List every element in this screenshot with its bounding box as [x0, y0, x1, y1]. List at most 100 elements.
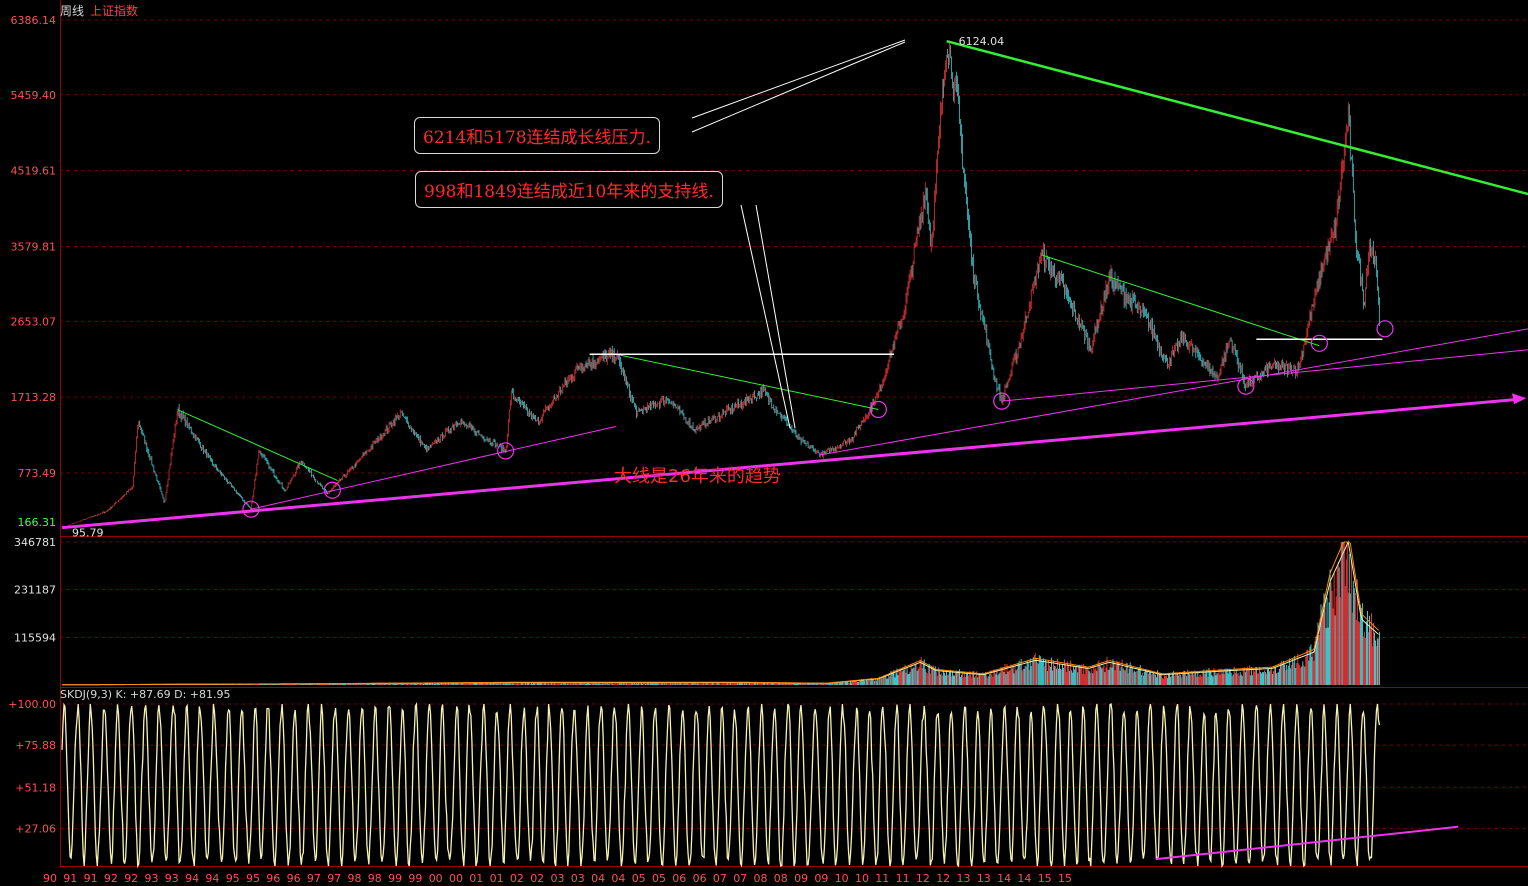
index-name-label: 上证指数	[90, 4, 139, 18]
volume-ma-line	[62, 540, 1379, 686]
x-tick-label: 13	[977, 872, 991, 885]
magenta-trendline	[1001, 349, 1528, 402]
long-term-trendline	[61, 397, 1523, 530]
callout-support-line: 998和1849连结成近10年来的支持线.	[415, 171, 723, 208]
x-tick-label: 14	[997, 872, 1011, 885]
green-trendline	[1040, 254, 1320, 347]
indicator-trendline	[1155, 825, 1459, 861]
magenta-trendline	[250, 425, 616, 510]
indicator-tick-label: +100.00	[8, 698, 56, 711]
x-tick-label: 95	[246, 872, 260, 885]
x-tick-label: 08	[774, 872, 788, 885]
indicator-tick-label: +27.06	[15, 822, 56, 835]
x-tick-label: 07	[713, 872, 727, 885]
callout-pointer	[691, 41, 906, 133]
highlight-circle	[242, 500, 260, 518]
x-tick-label: 93	[165, 872, 179, 885]
x-tick-label: 05	[632, 872, 646, 885]
x-tick-label: 92	[104, 872, 118, 885]
high-value-label: 6124.04	[959, 35, 1005, 48]
volume-tick-label: 346781	[14, 536, 56, 549]
x-tick-label: 06	[672, 872, 686, 885]
long-term-trend-note: 大线是26年来的趋势	[614, 466, 781, 487]
x-tick-label: 02	[510, 872, 524, 885]
x-tick-label: 13	[957, 872, 971, 885]
x-tick-label: 95	[226, 872, 240, 885]
indicator-label: SKDJ(9,3) K: +87.69 D: +81.95	[60, 688, 231, 701]
volume-tick-label: 115594	[14, 631, 56, 644]
x-tick-label: 07	[733, 872, 747, 885]
price-tick-label: 4519.61	[11, 165, 57, 178]
price-tick-label: 5459.40	[11, 89, 57, 102]
price-tick-label: 1713.28	[11, 391, 57, 404]
x-tick-label: 02	[530, 872, 544, 885]
x-tick-label: 01	[469, 872, 483, 885]
x-tick-label: 03	[571, 872, 585, 885]
x-tick-label: 05	[652, 872, 666, 885]
x-tick-label: 14	[1017, 872, 1031, 885]
x-tick-label: 93	[145, 872, 159, 885]
x-tick-label: 94	[185, 872, 199, 885]
volume-tick-label: 231187	[14, 584, 56, 597]
x-tick-label: 99	[388, 872, 402, 885]
x-tick-label: 97	[327, 872, 341, 885]
highlight-circle	[993, 392, 1011, 410]
skdj-k-line	[61, 702, 1381, 869]
x-tick-label: 99	[408, 872, 422, 885]
price-tick-label: 166.31	[18, 516, 57, 529]
x-tick-label: 98	[348, 872, 362, 885]
trend-arrowhead	[1512, 393, 1526, 405]
x-tick-label: 90	[43, 872, 57, 885]
x-tick-label: 04	[591, 872, 605, 885]
volume-ma-line	[62, 541, 1379, 686]
green-trendline	[177, 409, 338, 481]
x-tick-label: 09	[814, 872, 828, 885]
x-tick-label: 08	[754, 872, 768, 885]
pressure-trendline	[946, 39, 1528, 196]
x-tick-label: 00	[449, 872, 463, 885]
callout-pointer	[691, 39, 906, 119]
support-trendline	[820, 328, 1528, 456]
highlight-circle	[497, 442, 515, 460]
x-tick-label: 11	[875, 872, 889, 885]
x-tick-label: 12	[936, 872, 950, 885]
callout-pointer	[755, 204, 796, 429]
highlight-circle	[869, 400, 887, 419]
x-tick-label: 00	[429, 872, 443, 885]
x-tick-label: 11	[896, 872, 910, 885]
period-label: 周线	[60, 4, 85, 18]
x-tick-label: 12	[916, 872, 930, 885]
x-tick-label: 97	[307, 872, 321, 885]
x-tick-label: 94	[205, 872, 219, 885]
callout-pressure-line: 6214和5178连结成长线压力.	[414, 117, 660, 154]
x-tick-label: 09	[794, 872, 808, 885]
callout-pointer	[740, 204, 791, 429]
x-tick-label: 91	[63, 872, 77, 885]
green-trendline	[615, 353, 879, 411]
highlight-circle	[323, 481, 341, 499]
highlight-circle	[1376, 320, 1394, 338]
x-tick-label: 92	[124, 872, 138, 885]
indicator-tick-label: +75.88	[15, 739, 56, 752]
price-tick-label: 773.49	[18, 467, 57, 480]
price-tick-label: 3579.81	[11, 240, 57, 253]
x-tick-label: 03	[551, 872, 565, 885]
x-tick-label: 96	[287, 872, 301, 885]
x-tick-label: 10	[835, 872, 849, 885]
price-tick-label: 2653.07	[11, 315, 57, 328]
highlight-circle	[1310, 334, 1328, 352]
x-tick-label: 10	[855, 872, 869, 885]
x-tick-label: 91	[84, 872, 98, 885]
indicator-tick-label: +51.18	[15, 781, 56, 794]
x-tick-label: 01	[490, 872, 504, 885]
x-tick-label: 98	[368, 872, 382, 885]
price-tick-label: 6386.14	[11, 14, 57, 27]
x-tick-label: 06	[693, 872, 707, 885]
x-tick-label: 04	[611, 872, 625, 885]
x-tick-label: 96	[266, 872, 280, 885]
low-value-label: 95.79	[72, 527, 104, 540]
x-tick-label: 15	[1058, 872, 1072, 885]
x-tick-label: 15	[1038, 872, 1052, 885]
